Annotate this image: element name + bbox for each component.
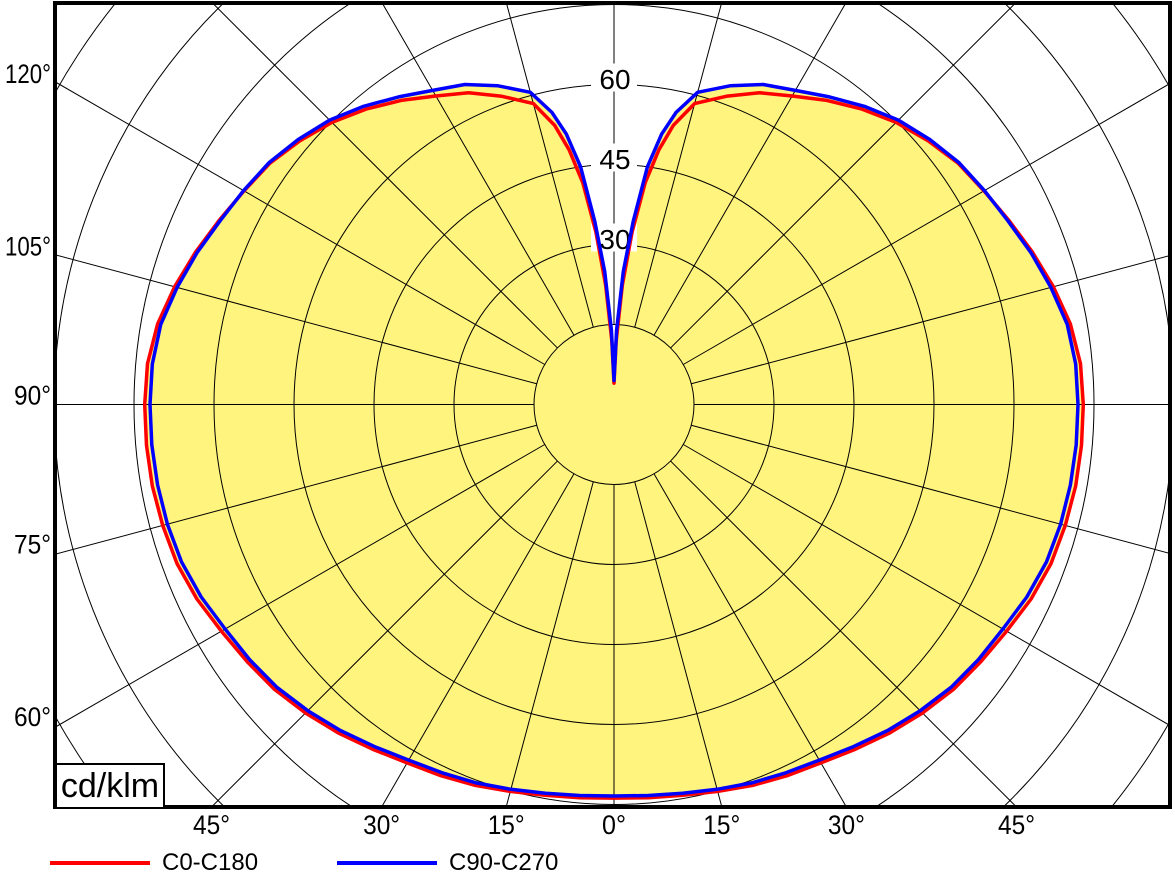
angle-label-bottom-3: 0° [602,810,626,840]
grid-radial-255 [55,254,537,385]
grid-radial-225 [211,3,558,349]
angle-label-bottom-0: 45° [193,810,230,840]
legend-item-c0: C0-C180 [50,849,259,876]
unit-box: cd/klm [55,763,165,809]
grid-radial-165 [634,3,723,328]
grid-radial-105 [691,255,1170,385]
grid-radial-30 [653,473,847,807]
angle-label-left-120: 120° [5,59,51,89]
bottom-angle-labels: 45° 30° 15° 0° 15° 30° 45° [193,810,1035,840]
grid-radial-150 [653,3,847,336]
grid-radial-135 [670,3,1017,349]
angle-label-bottom-1: 30° [363,810,400,840]
plot-border [53,1,1172,809]
angle-label-bottom-6: 45° [998,810,1035,840]
grid-radial-195 [505,3,594,328]
angle-label-bottom-4: 15° [703,810,740,840]
curve-C0-C180 [142,90,1086,800]
grid-radial-210 [381,3,575,336]
legend-label-c0: C0-C180 [162,849,259,876]
grid-radial-120 [683,82,1170,365]
grid-radial-285 [55,424,537,555]
angle-label-left-75: 75° [14,530,51,560]
grid-radial-330 [381,473,575,807]
angle-label-left-90: 90° [14,381,51,411]
legend-swatch-c90 [337,861,437,865]
curve-C90-C270 [148,82,1080,798]
grid-radial-75 [691,424,1170,554]
grid-radial-15 [634,481,723,807]
angle-label-left-105: 105° [5,231,51,261]
left-angle-labels: 120° 105° 90° 75° 60° [5,59,51,732]
angle-label-bottom-2: 15° [488,810,525,840]
legend-swatch-c0 [50,861,150,865]
ring-label-45: 45 [599,144,630,175]
grid-radial-345 [505,481,594,807]
ring-label-60: 60 [599,64,630,95]
unit-label: cd/klm [60,766,160,805]
grid-radial-60 [683,444,1170,727]
angle-label-left-60: 60° [14,702,51,732]
legend-label-c90: C90-C270 [449,849,559,876]
legend-item-c90: C90-C270 [337,849,559,876]
grid-radial-240 [55,81,545,365]
angle-label-bottom-5: 30° [828,810,865,840]
grid-radial-315 [210,460,558,807]
grid-radial-300 [55,444,545,728]
ring-label-30: 30 [599,224,630,255]
grid-radial-45 [670,460,1018,807]
